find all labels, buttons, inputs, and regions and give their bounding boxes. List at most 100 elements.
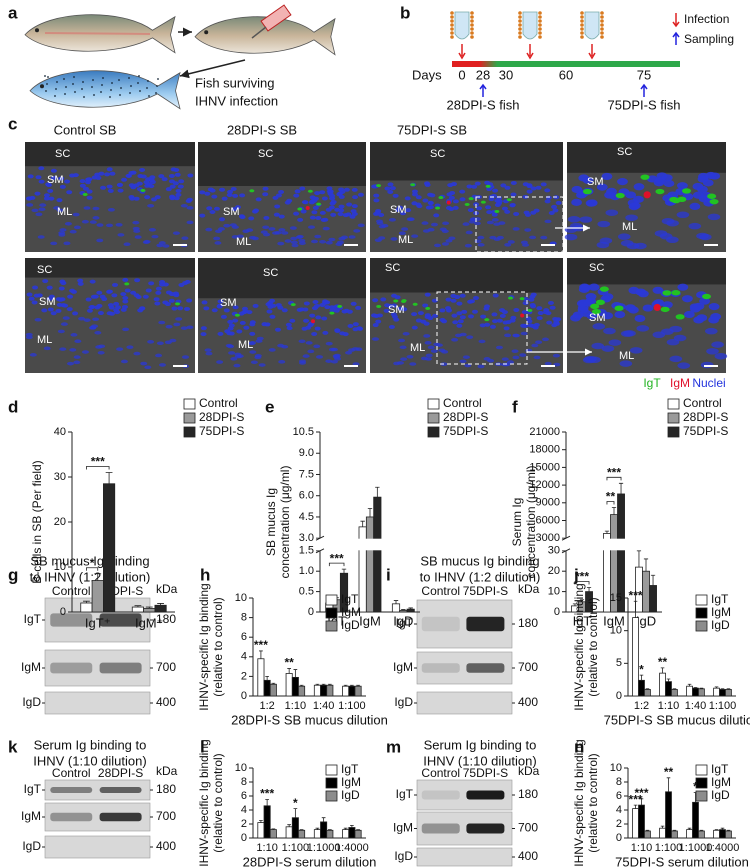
y-tick-label: 10.5 xyxy=(293,426,314,438)
nucleus xyxy=(383,308,390,313)
nucleus xyxy=(211,194,218,199)
error-bar xyxy=(367,508,373,517)
nucleus xyxy=(420,356,428,361)
bar xyxy=(665,791,672,839)
significance: *** xyxy=(607,466,621,480)
error-bar xyxy=(672,688,677,690)
y-tick-label: 2 xyxy=(241,818,247,830)
nucleus xyxy=(411,312,418,317)
column-header: Control SB xyxy=(54,122,117,137)
nucleus xyxy=(31,300,38,305)
blot-strip xyxy=(44,691,151,715)
sampling-arrowhead xyxy=(640,83,648,90)
nucleus xyxy=(511,349,519,353)
timeline-bar xyxy=(452,61,680,67)
nucleus xyxy=(124,288,131,293)
nucleus xyxy=(411,189,418,194)
blot-title: to IHNV (1:2 dilution) xyxy=(30,569,151,584)
nucleus xyxy=(290,236,298,241)
legend-label: IgM xyxy=(341,775,361,789)
bar xyxy=(320,821,328,839)
lane-label: Control xyxy=(52,766,91,780)
nucleus xyxy=(572,311,584,319)
nucleus xyxy=(617,178,628,186)
y-tick-label: 6.0 xyxy=(299,490,314,502)
x-axis-title: 28DPI-S serum dilution xyxy=(243,854,377,868)
nucleus xyxy=(89,220,97,224)
nucleus xyxy=(116,347,124,351)
panel-label: i xyxy=(386,565,391,584)
nucleus xyxy=(186,220,194,225)
nucleus xyxy=(251,236,259,241)
nucleus xyxy=(471,309,478,314)
error-bar xyxy=(643,558,649,572)
virus xyxy=(518,35,522,39)
nucleus xyxy=(309,313,316,318)
nucleus xyxy=(96,290,103,295)
nucleus xyxy=(133,196,140,201)
nucleus xyxy=(512,333,520,338)
blot-band xyxy=(50,812,93,822)
x-tick-label: IgD xyxy=(393,613,413,628)
nucleus xyxy=(239,320,246,325)
virus xyxy=(600,23,604,27)
nucleus xyxy=(393,361,401,366)
nucleus xyxy=(512,227,520,231)
nucleus xyxy=(249,320,256,325)
nucleus xyxy=(38,207,46,212)
nucleus xyxy=(165,187,172,192)
nucleus xyxy=(67,294,74,299)
error-bar xyxy=(687,827,692,830)
blot-row-label: IgM xyxy=(393,660,413,674)
fin-icon xyxy=(584,11,600,40)
x-tick-label: 1:10 xyxy=(256,842,277,854)
y-tick-label: 6000 xyxy=(536,514,560,526)
significance: *** xyxy=(91,455,105,469)
break-mark xyxy=(315,548,325,554)
nucleus xyxy=(642,304,654,312)
nucleus xyxy=(579,283,590,291)
y-tick-label: 6 xyxy=(616,790,622,802)
nucleus xyxy=(523,210,530,215)
nucleus xyxy=(143,180,150,185)
significance: *** xyxy=(634,786,648,800)
nucleus xyxy=(294,189,301,194)
error-bar xyxy=(579,599,585,602)
nucleus xyxy=(417,311,424,316)
legend-swatch xyxy=(325,790,338,802)
nucleus xyxy=(696,314,708,322)
fish-spot xyxy=(74,91,76,93)
blot-strip xyxy=(44,835,151,859)
nucleus xyxy=(346,202,353,207)
nucleus xyxy=(342,332,349,337)
bar xyxy=(391,603,401,613)
nucleus xyxy=(224,329,231,334)
nucleus xyxy=(677,362,691,369)
tissue-label: SM xyxy=(223,206,240,218)
nucleus xyxy=(373,313,380,318)
nucleus xyxy=(66,307,73,312)
nucleus xyxy=(530,210,537,215)
blot-band xyxy=(421,823,460,834)
bar xyxy=(313,684,321,697)
nucleus xyxy=(473,296,480,301)
error-bar xyxy=(271,682,276,685)
fish-spot xyxy=(92,79,94,81)
y-tick-label: 30 xyxy=(54,471,66,483)
column-header: 28DPI-S SB xyxy=(227,122,297,137)
error-bar xyxy=(720,827,725,830)
nucleus xyxy=(50,168,57,173)
nucleus xyxy=(477,364,485,369)
igt-cell xyxy=(675,314,685,320)
virus xyxy=(450,23,454,27)
nucleus xyxy=(614,310,626,319)
nucleus xyxy=(299,361,307,365)
igt-cell xyxy=(527,308,533,312)
axis-break xyxy=(314,538,422,551)
legend-label: 75DPI-S xyxy=(443,424,488,438)
nucleus xyxy=(25,335,33,340)
bar xyxy=(342,685,350,697)
igt-cell xyxy=(140,188,146,192)
nucleus xyxy=(351,204,358,209)
legend-label: Control xyxy=(443,396,482,410)
